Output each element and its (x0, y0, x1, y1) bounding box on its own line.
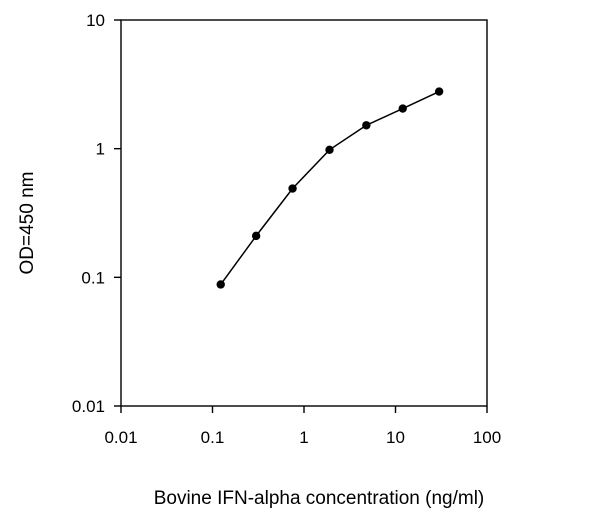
y-tick-label: 0.1 (81, 268, 105, 287)
x-tick-label: 1 (299, 428, 308, 447)
data-point (398, 104, 407, 113)
x-tick-label: 10 (386, 428, 405, 447)
y-axis: 0.01 0.1 1 10 (72, 11, 121, 416)
plot-frame (120, 19, 488, 407)
y-tick-label: 10 (86, 11, 105, 30)
data-point (325, 145, 334, 154)
y-axis-title: OD=450 nm (17, 172, 38, 275)
data-point (362, 121, 371, 130)
data-point (216, 280, 225, 289)
series-line (220, 90, 440, 285)
x-tick-label: 0.1 (201, 428, 225, 447)
x-tick-label: 100 (473, 428, 501, 447)
x-axis-title: Bovine IFN-alpha concentration (ng/ml) (154, 488, 485, 509)
data-point (434, 87, 444, 96)
series-layer (216, 87, 444, 289)
y-tick-label: 1 (96, 140, 105, 159)
data-point (251, 231, 261, 241)
data-point (288, 184, 297, 193)
y-tick-label: 0.01 (72, 397, 105, 416)
x-axis: 0.01 0.1 1 10 100 (104, 406, 501, 447)
x-tick-label: 0.01 (104, 428, 137, 447)
